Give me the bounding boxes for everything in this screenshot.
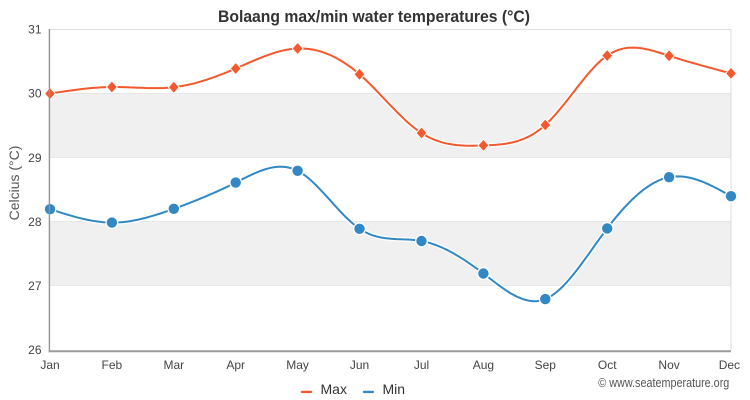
svg-text:Jul: Jul xyxy=(414,358,429,372)
svg-text:31: 31 xyxy=(28,23,42,37)
svg-text:Mar: Mar xyxy=(163,358,184,372)
svg-text:26: 26 xyxy=(28,343,42,357)
svg-text:28: 28 xyxy=(28,215,42,229)
svg-text:Nov: Nov xyxy=(658,358,679,372)
svg-text:Celcius (°C): Celcius (°C) xyxy=(6,146,22,221)
svg-text:Feb: Feb xyxy=(102,358,123,372)
svg-text:© www.seatemperature.org: © www.seatemperature.org xyxy=(598,376,729,390)
svg-text:Jun: Jun xyxy=(350,358,369,372)
svg-text:Bolaang max/min water temperat: Bolaang max/min water temperatures (°C) xyxy=(218,7,530,26)
svg-text:Jan: Jan xyxy=(40,358,59,372)
svg-text:29: 29 xyxy=(28,151,42,165)
svg-text:Dec: Dec xyxy=(719,358,740,372)
svg-text:Max: Max xyxy=(321,381,347,397)
svg-text:May: May xyxy=(286,358,309,372)
svg-text:Apr: Apr xyxy=(226,358,245,372)
svg-text:Min: Min xyxy=(383,381,406,397)
svg-text:30: 30 xyxy=(28,87,42,101)
svg-text:Aug: Aug xyxy=(473,358,494,372)
svg-text:Oct: Oct xyxy=(598,358,617,372)
svg-text:Sep: Sep xyxy=(535,358,557,372)
svg-text:27: 27 xyxy=(28,279,42,293)
